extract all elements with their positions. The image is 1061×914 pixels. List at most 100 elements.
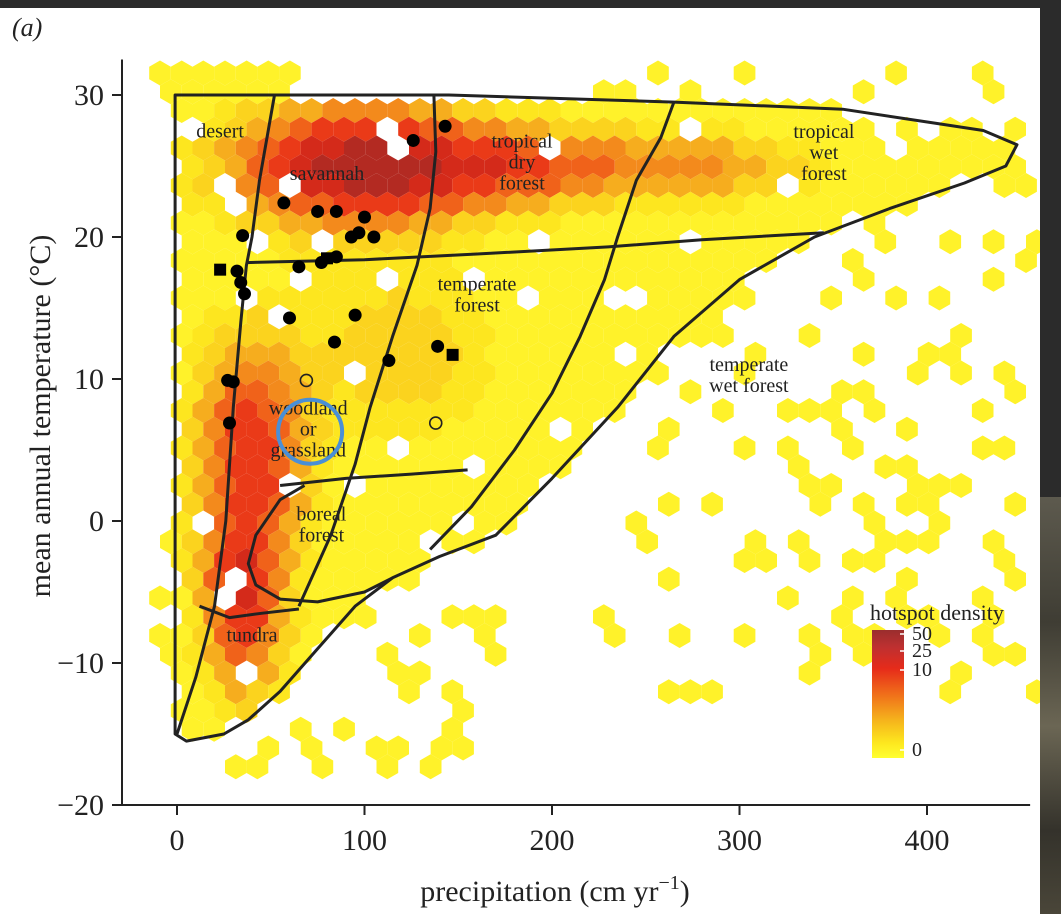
density-hex <box>246 116 269 142</box>
hotspot-point-circle <box>348 308 362 322</box>
density-hex <box>744 341 767 367</box>
density-hex <box>842 173 864 198</box>
density-hex <box>268 341 290 367</box>
density-hex <box>257 660 280 686</box>
density-hex <box>582 248 604 273</box>
density-hex <box>419 416 442 442</box>
density-hex <box>863 173 886 198</box>
density-hex <box>528 304 550 330</box>
density-hex <box>733 60 756 86</box>
figure-panel: desert savannah tropical dry forest tropical w… <box>0 8 1040 914</box>
density-hex <box>214 135 236 161</box>
density-hex <box>225 79 247 105</box>
density-hex <box>506 191 529 217</box>
density-hex <box>246 491 269 517</box>
density-hex <box>1004 379 1026 405</box>
density-hex <box>300 435 323 461</box>
density-hex <box>777 210 799 236</box>
density-hex <box>625 173 648 198</box>
density-hex <box>603 323 626 348</box>
density-hex <box>192 248 215 273</box>
density-hex <box>300 323 323 348</box>
density-hex <box>300 623 323 648</box>
density-hex <box>311 266 334 292</box>
density-hex <box>235 398 258 423</box>
density-hex <box>409 473 431 498</box>
density-hex <box>679 266 702 292</box>
density-hex <box>473 473 496 498</box>
density-hex <box>528 454 550 480</box>
density-hex <box>560 285 583 311</box>
density-hex <box>257 285 280 311</box>
density-hex <box>473 98 496 123</box>
density-hex <box>712 248 734 273</box>
density-hex <box>506 341 529 367</box>
x-tick-label: 200 <box>530 824 575 857</box>
density-hex <box>441 379 464 405</box>
density-hex <box>809 191 832 217</box>
density-hex <box>744 116 767 142</box>
density-hex <box>225 154 247 180</box>
density-hex <box>744 529 767 555</box>
hotspot-point-circle <box>358 210 371 224</box>
density-hex <box>257 510 280 536</box>
density-hex <box>896 416 918 442</box>
density-hex <box>506 454 529 480</box>
density-hex <box>344 135 366 161</box>
density-hex <box>181 454 204 480</box>
density-hex <box>181 566 204 592</box>
density-hex <box>463 341 485 367</box>
density-hex <box>463 529 485 555</box>
density-hex <box>441 229 464 255</box>
density-hex <box>755 135 777 161</box>
density-hex <box>268 229 290 255</box>
density-hex <box>755 548 777 573</box>
density-hex <box>365 510 388 536</box>
density-hex <box>647 60 669 86</box>
biome-boundary-boreal-outline <box>246 484 394 604</box>
density-hex <box>279 285 301 311</box>
density-hex <box>279 323 301 348</box>
density-hex <box>257 435 280 461</box>
density-hex <box>766 191 788 217</box>
density-hex <box>409 173 431 198</box>
density-hex <box>214 473 236 498</box>
density-hex <box>289 716 312 742</box>
density-hex <box>971 585 994 611</box>
density-hex <box>636 191 658 217</box>
density-hex <box>365 473 388 498</box>
density-hex <box>300 473 323 498</box>
biome-label: temperate <box>438 273 517 295</box>
density-hex <box>365 210 388 236</box>
density-hex <box>441 604 464 630</box>
density-hex <box>982 604 1005 630</box>
density-hex <box>354 266 377 292</box>
density-hex <box>268 116 290 142</box>
density-hex <box>484 416 507 442</box>
density-hex <box>701 154 723 180</box>
density-hex <box>495 360 518 386</box>
density-hex <box>614 379 637 405</box>
density-hex <box>603 623 626 648</box>
biome-label: forest <box>454 294 500 316</box>
density-hex <box>268 266 290 292</box>
density-hex <box>463 154 485 180</box>
density-hex <box>982 529 1005 555</box>
density-hex <box>333 304 355 330</box>
density-hex <box>268 379 290 405</box>
density-hex <box>192 698 215 723</box>
density-hex <box>430 435 453 461</box>
density-hex <box>495 173 518 198</box>
density-hex <box>311 754 334 780</box>
density-hex <box>701 491 723 517</box>
density-hex <box>409 660 431 686</box>
density-hex <box>1004 566 1026 592</box>
density-hex <box>344 98 366 123</box>
hotspot-point-circle <box>230 264 244 278</box>
density-hex <box>766 116 788 142</box>
biome-boundary-woodland-boreal <box>279 468 468 487</box>
density-hex <box>820 135 842 161</box>
density-hex <box>225 341 247 367</box>
density-hex <box>690 323 713 348</box>
density-hex <box>571 379 593 405</box>
